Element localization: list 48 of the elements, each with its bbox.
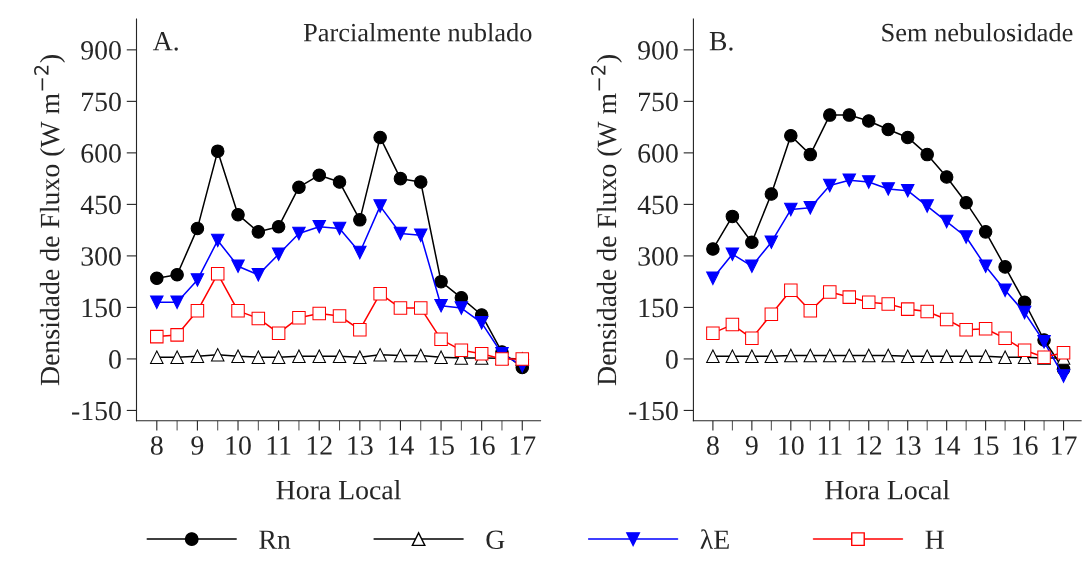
y-tick-label: 600 — [81, 144, 121, 163]
annotation: B. — [709, 32, 733, 51]
y-tick-label: 750 — [639, 92, 678, 112]
annotation: Parcialmente nublado — [303, 22, 532, 42]
x-tick-label: 10 — [779, 436, 804, 455]
x-tick-label: 16 — [1013, 436, 1038, 455]
y-tick-label: 0 — [666, 350, 678, 369]
legend-label: H — [925, 530, 944, 549]
x-tick-label: 10 — [226, 436, 251, 455]
x-tick-label: 15 — [974, 436, 999, 455]
legend-label: λE — [700, 529, 729, 549]
x-tick-label: 8 — [707, 436, 719, 455]
x-tick-label: 13 — [896, 436, 921, 455]
x-tick-label: 17 — [1052, 436, 1077, 455]
x-tick-label: 12 — [857, 436, 882, 455]
x-tick-label: 8 — [150, 436, 163, 455]
y-tick-label: 450 — [80, 195, 121, 215]
annotation: A. — [152, 31, 178, 51]
legend-label: G — [486, 530, 505, 550]
x-tick-label: 13 — [348, 436, 373, 455]
x-tick-label: 14 — [935, 436, 961, 455]
x-tick-label: 15 — [429, 436, 454, 455]
y-tick-label: -150 — [72, 401, 121, 421]
y-tick-label: 750 — [82, 92, 121, 112]
x-tick-label: 11 — [267, 436, 291, 455]
y-tick-label: 600 — [638, 144, 678, 163]
x-tick-label: 12 — [307, 436, 332, 455]
y-axis-title: Densidade de Fluxo (W m$^{−2}$) — [34, 55, 66, 386]
y-tick-label: -150 — [628, 401, 678, 421]
x-tick-label: 11 — [818, 436, 842, 455]
y-tick-label: 900 — [638, 41, 678, 60]
y-tick-label: 0 — [109, 350, 121, 369]
y-tick-label: 150 — [82, 298, 121, 318]
y-tick-label: 450 — [637, 195, 678, 215]
y-axis-title: Densidade de Fluxo (W m$^{−2}$) — [590, 55, 622, 386]
legend-label: Rn — [259, 530, 291, 549]
x-tick-label: 9 — [191, 436, 204, 455]
x-tick-label: 14 — [389, 436, 414, 455]
y-tick-label: 300 — [81, 247, 121, 266]
annotation: Sem nebulosidade — [882, 22, 1073, 42]
x-axis-title: Hora Local — [825, 479, 950, 500]
y-tick-label: 900 — [81, 41, 121, 60]
y-tick-label: 300 — [638, 247, 678, 266]
x-tick-label: 17 — [510, 436, 536, 455]
x-tick-label: 16 — [470, 436, 495, 455]
x-tick-label: 9 — [745, 436, 758, 455]
x-axis-title: Hora Local — [276, 479, 401, 500]
y-tick-label: 150 — [639, 298, 678, 318]
